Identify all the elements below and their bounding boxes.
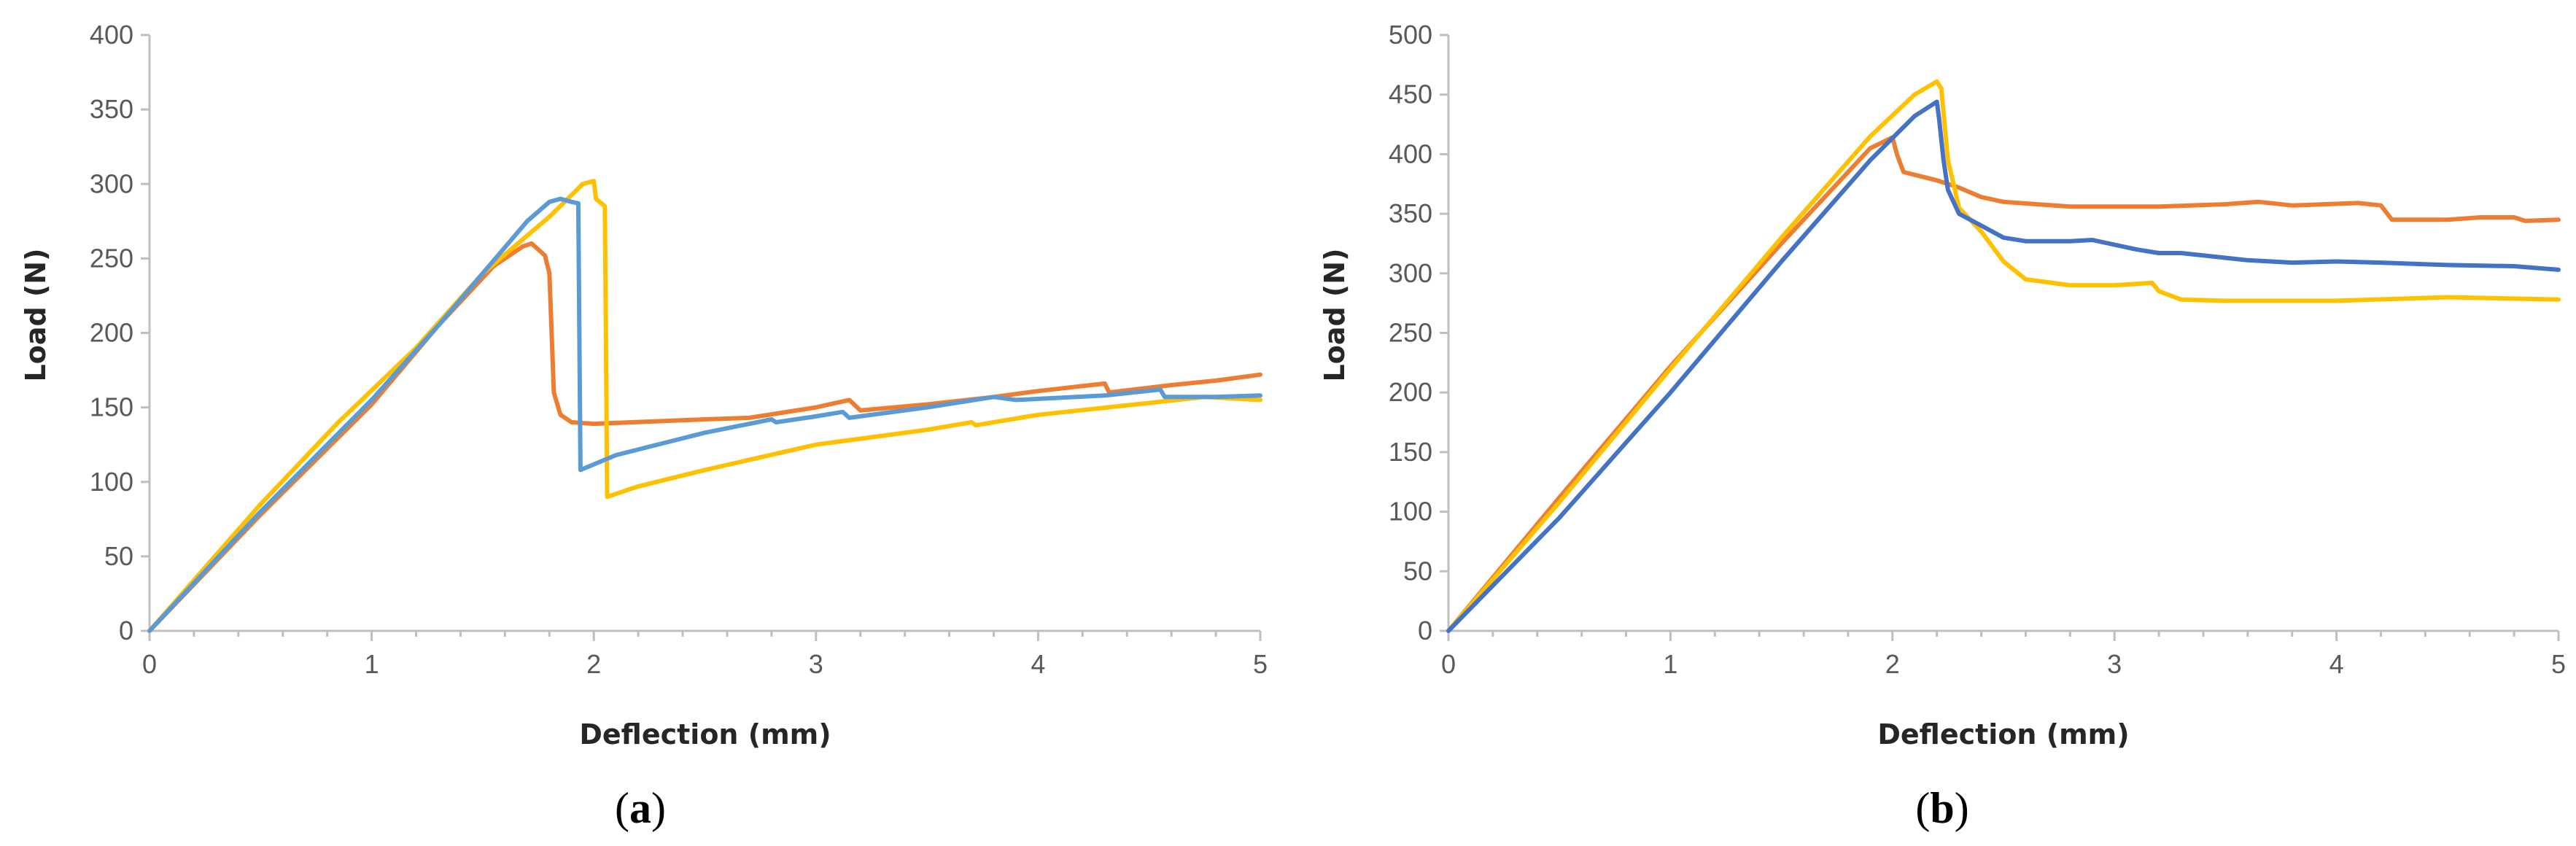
y-tick-label-b: 400 — [1389, 139, 1432, 168]
y-tick-label-a: 350 — [90, 94, 133, 124]
x-tick-label-a: 0 — [142, 649, 157, 679]
x-axis-title-b: Deflection (mm) — [1877, 718, 2129, 750]
panel-label-b: (b) — [1915, 784, 1968, 832]
y-tick-label-b: 350 — [1389, 198, 1432, 228]
series-line-b-2 — [1446, 79, 2561, 633]
chart-panel-a: 0 50 100 150 200 250 300 350 400 0 1 2 3 4 5 Deflectio… — [20, 20, 1268, 832]
chart-panel-b: 0 50 100 150 200 250 300 350 400 450 500 0 1 2 3 4 5 Def… — [1319, 20, 2566, 832]
x-tick-label-a: 2 — [586, 649, 601, 679]
y-tick-label-b: 50 — [1403, 556, 1432, 586]
y-tick-label-b: 450 — [1389, 79, 1432, 109]
y-tick-label-a: 300 — [90, 168, 133, 198]
y-axis-title-b: Load (N) — [1319, 249, 1351, 382]
series-line-b-1 — [1446, 135, 2561, 633]
y-tick-label-b: 150 — [1389, 437, 1432, 467]
x-tick-label-b: 2 — [1885, 649, 1900, 679]
y-tick-label-b: 500 — [1389, 20, 1432, 50]
series-line-a-3 — [147, 196, 1262, 633]
x-tick-label-b: 4 — [2329, 649, 2344, 679]
y-tick-label-a: 250 — [90, 243, 133, 273]
y-tick-label-b: 100 — [1389, 497, 1432, 527]
y-tick-label-b: 0 — [1418, 616, 1432, 645]
x-tick-label-b: 1 — [1663, 649, 1677, 679]
x-tick-label-a: 1 — [365, 649, 379, 679]
y-tick-label-a: 100 — [90, 467, 133, 497]
y-tick-label-a: 150 — [90, 392, 133, 422]
y-tick-label-b: 250 — [1389, 318, 1432, 348]
series-line-a-2 — [147, 179, 1262, 633]
panel-label-b-letter: b — [1930, 784, 1954, 832]
x-tick-label-a: 4 — [1031, 649, 1045, 679]
x-tick-label-a: 5 — [1253, 649, 1268, 679]
y-tick-label-a: 400 — [90, 20, 133, 50]
x-axis-title-a: Deflection (mm) — [579, 718, 831, 750]
plot-area-b: 0 50 100 150 200 250 300 350 400 450 500 0 1 2 3 4 5 — [1389, 20, 2566, 679]
y-axis-title-a: Load (N) — [20, 249, 52, 382]
y-tick-label-a: 0 — [119, 616, 133, 645]
plot-area-a: 0 50 100 150 200 250 300 350 400 0 1 2 3 4 5 — [90, 20, 1268, 679]
x-tick-label-a: 3 — [809, 649, 823, 679]
y-tick-label-b: 300 — [1389, 258, 1432, 288]
series-line-b-3 — [1446, 99, 2561, 633]
y-tick-label-a: 200 — [90, 318, 133, 348]
y-tick-label-b: 200 — [1389, 377, 1432, 407]
x-tick-label-b: 3 — [2107, 649, 2122, 679]
x-tick-label-b: 0 — [1441, 649, 1456, 679]
x-tick-label-b: 5 — [2551, 649, 2566, 679]
panel-label-a-letter: a — [629, 784, 651, 832]
series-line-a-1 — [147, 241, 1262, 633]
panel-label-a: (a) — [615, 784, 666, 832]
y-tick-label-a: 50 — [104, 541, 133, 571]
